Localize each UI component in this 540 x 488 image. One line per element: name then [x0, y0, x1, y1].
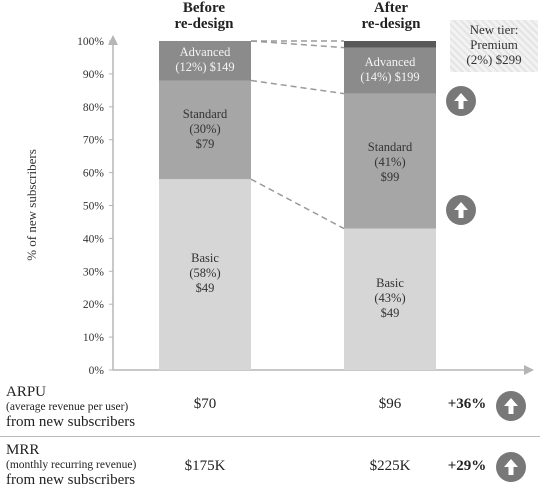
up-arrow-icon — [446, 86, 476, 116]
chart-svg: 0% 10% 20% 30% 40% 50% 60% 70% 80% 90% 100% — [77, 35, 534, 377]
arpu-subtitle: (average revenue per user) — [6, 401, 129, 413]
bar-after-standard — [344, 93, 436, 229]
arpu-after-value: $96 — [378, 396, 402, 412]
after-basic-price: $49 — [380, 306, 400, 320]
column-header-after: After re-design — [336, 0, 446, 32]
mrr-subtitle: (monthly recurring revenue) — [6, 459, 137, 471]
y-tick-label: 20% — [83, 299, 105, 311]
bar-after-premium — [344, 41, 436, 48]
y-tick-label: 90% — [83, 69, 105, 81]
after-basic-name: Basic — [376, 276, 404, 290]
connector-line — [250, 79, 345, 95]
y-tick-label: 30% — [83, 266, 105, 278]
mrr-title: MRR — [6, 442, 40, 458]
before-advanced-label: Advanced (12%) $149 — [159, 45, 251, 75]
y-tick-label: 40% — [83, 233, 105, 245]
y-tick-label: 50% — [83, 201, 105, 213]
bar-after-basic — [344, 228, 436, 370]
after-standard-label: Standard (41%) $99 — [344, 140, 436, 185]
after-basic-label: Basic (43%) $49 — [344, 276, 436, 321]
column-header-before-line2: re-design — [174, 16, 234, 32]
before-basic-pct: (58%) — [189, 266, 221, 280]
premium-note-line2: Premium — [470, 37, 518, 52]
mrr-label: MRR (monthly recurring revenue) from new… — [6, 442, 136, 488]
bar-after-advanced — [344, 47, 436, 94]
y-tick-label: 100% — [77, 36, 104, 48]
premium-note: New tier: Premium (2%) $299 — [452, 22, 536, 67]
after-advanced-name: Advanced — [364, 55, 416, 69]
y-axis-arrow — [108, 35, 118, 45]
after-standard-name: Standard — [367, 140, 413, 154]
column-header-before: Before re-design — [149, 0, 259, 32]
before-standard-label: Standard (30%) $79 — [159, 107, 251, 152]
y-tick-label: 70% — [83, 135, 105, 147]
bar-before-basic — [159, 179, 251, 370]
premium-note-line1: New tier: — [469, 22, 519, 37]
column-header-after-line1: After — [373, 0, 409, 16]
mrr-after-value: $225K — [369, 458, 411, 474]
after-advanced-value: (14%) $199 — [360, 70, 420, 84]
y-tick-label: 60% — [83, 168, 105, 180]
bar-before-advanced — [159, 41, 251, 81]
y-axis-label: % of new subscribers — [24, 149, 39, 261]
premium-note-line3: (2%) $299 — [466, 52, 522, 67]
before-standard-pct: (30%) — [189, 122, 221, 136]
x-axis-arrow — [524, 365, 534, 375]
premium-note-background — [450, 20, 538, 72]
up-arrow-icon — [446, 195, 476, 225]
arpu-label: ARPU (average revenue per user) from new… — [6, 384, 135, 430]
bar-before-standard — [159, 80, 251, 180]
after-basic-pct: (43%) — [374, 291, 406, 305]
mrr-before-value: $175K — [184, 458, 226, 474]
before-basic-label: Basic (58%) $49 — [159, 251, 251, 296]
mrr-change: +29% — [447, 458, 487, 474]
before-advanced-name: Advanced — [179, 45, 231, 59]
metrics-divider — [0, 436, 540, 437]
arpu-before-value: $70 — [193, 396, 217, 412]
up-arrow-icon — [496, 391, 526, 421]
before-advanced-value: (12%) $149 — [175, 60, 235, 74]
connector-line — [250, 178, 345, 230]
before-standard-name: Standard — [182, 107, 228, 121]
before-basic-name: Basic — [191, 251, 219, 265]
after-advanced-label: Advanced (14%) $199 — [344, 55, 436, 85]
after-standard-price: $99 — [380, 170, 400, 184]
after-standard-pct: (41%) — [374, 155, 406, 169]
connector-line — [250, 40, 345, 49]
up-arrow-icon — [496, 452, 526, 482]
column-header-before-line1: Before — [182, 0, 226, 16]
mrr-suffix: from new subscribers — [6, 472, 136, 488]
y-tick-label: 80% — [83, 102, 105, 114]
column-header-after-line2: re-design — [361, 16, 421, 32]
before-basic-price: $49 — [195, 281, 215, 295]
before-standard-price: $79 — [195, 137, 215, 151]
arpu-suffix: from new subscribers — [6, 414, 136, 430]
y-tick-label: 10% — [83, 332, 105, 344]
arpu-change: +36% — [447, 396, 487, 412]
arpu-title: ARPU — [6, 384, 47, 400]
y-tick-label: 0% — [89, 365, 105, 377]
